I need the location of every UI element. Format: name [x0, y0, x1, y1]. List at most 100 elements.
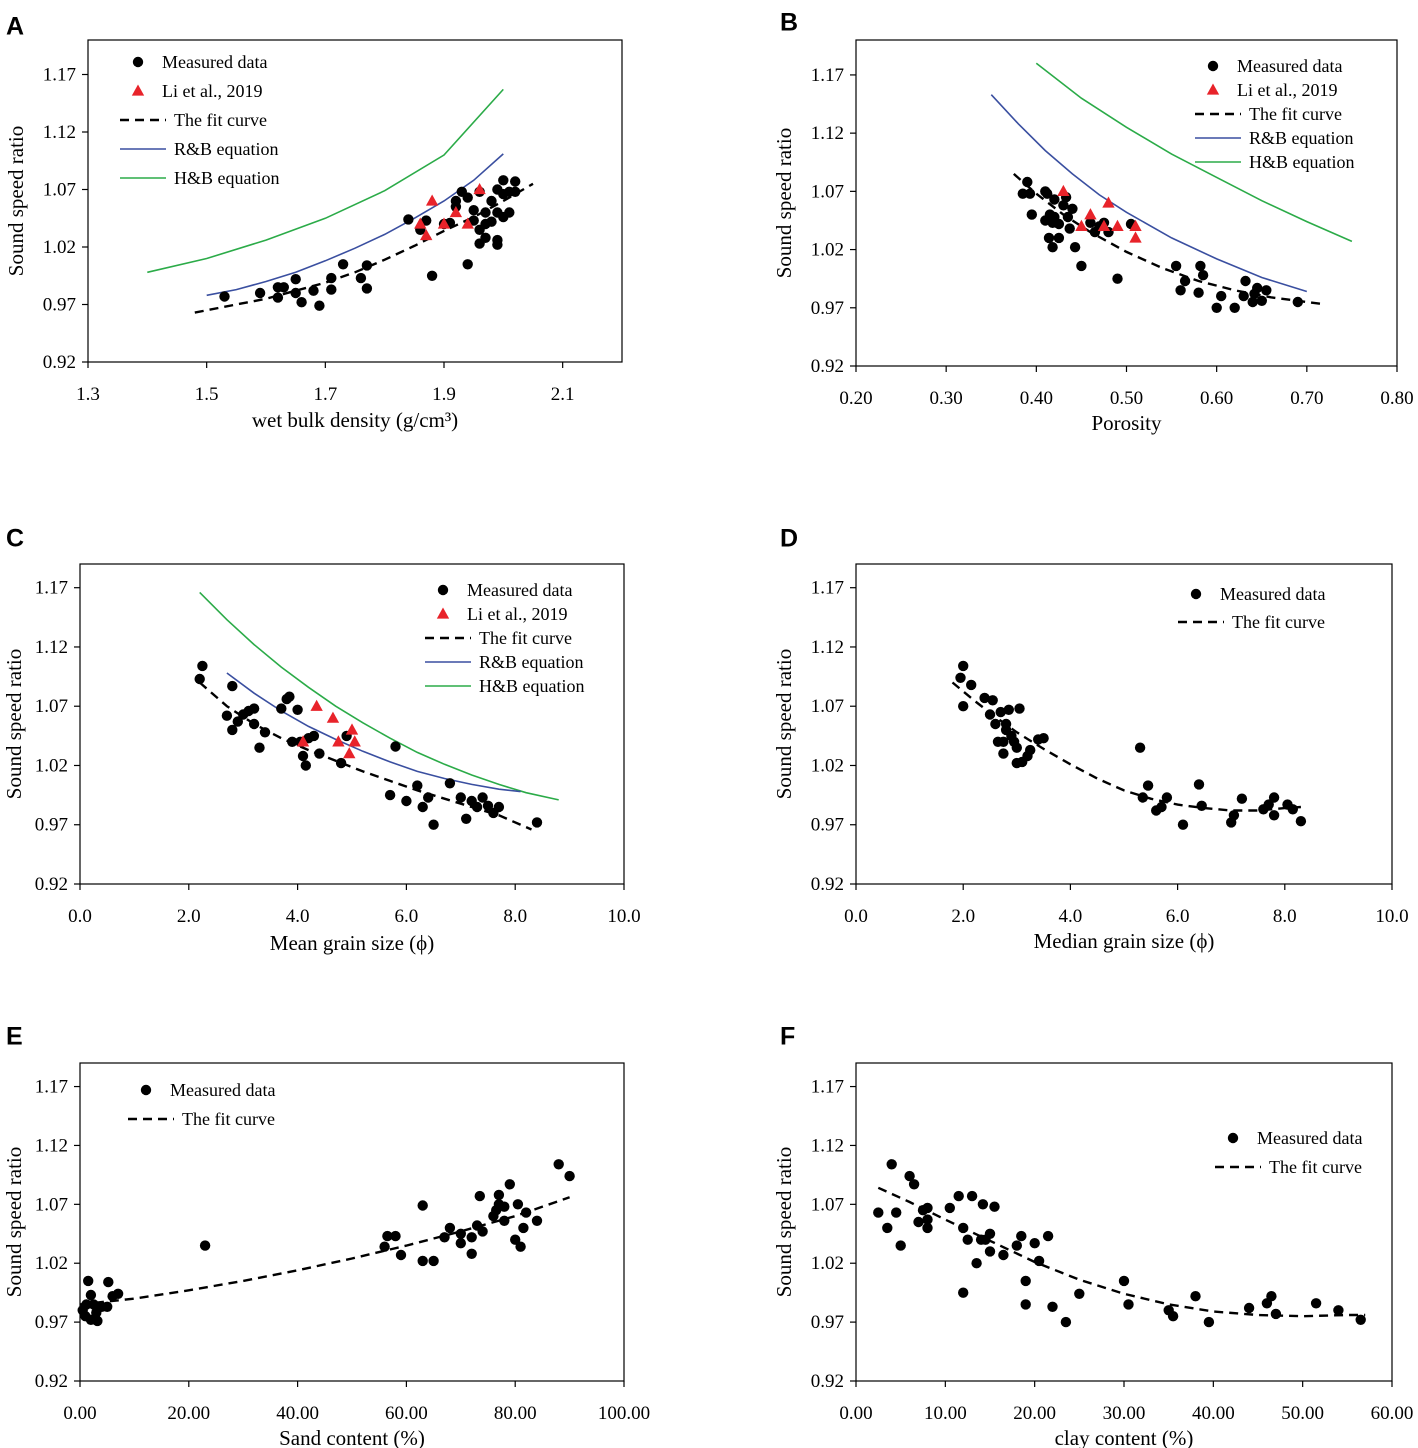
measured-data-point — [1355, 1314, 1366, 1326]
measured-data-point — [423, 792, 434, 803]
x-tick-label: 8.0 — [1273, 906, 1297, 927]
rb-equation-line — [990, 94, 1308, 293]
fit-curve-line — [79, 1196, 570, 1306]
measured-data-point — [466, 1232, 477, 1243]
measured-data-point — [1123, 1299, 1134, 1310]
measured-data-point — [515, 1241, 526, 1252]
measured-data-point — [444, 1222, 456, 1234]
measured-data-point — [382, 1230, 393, 1242]
measured-data-point — [1000, 718, 1012, 730]
measured-data-point — [468, 215, 479, 226]
plot-frame — [855, 563, 1393, 885]
panel-letter: E — [6, 1023, 23, 1051]
y-tick-label: 0.92 — [811, 356, 844, 377]
measured-data-point — [337, 259, 349, 270]
y-tick-label: 1.07 — [35, 1194, 68, 1215]
measured-data-point — [1268, 792, 1280, 803]
measured-data-point — [873, 1207, 884, 1218]
li-2019-point — [1129, 219, 1142, 231]
y-tick-label: 0.97 — [811, 815, 844, 836]
measured-data-point — [1216, 290, 1227, 302]
measured-data-point — [254, 742, 265, 753]
x-tick-label: 60.00 — [1371, 1403, 1414, 1424]
measured-data-point — [958, 660, 969, 672]
li-2019-point — [420, 229, 433, 241]
measured-data-point — [471, 801, 483, 813]
measured-data-point — [518, 1222, 529, 1234]
measured-data-point — [1024, 188, 1036, 199]
measured-data-point — [510, 176, 521, 187]
measured-data-point — [308, 285, 319, 296]
measured-data-point — [468, 205, 479, 216]
legend: Measured data The fit curve — [1215, 1128, 1362, 1177]
measured-data-point — [1112, 273, 1123, 284]
x-tick-label: 0.0 — [844, 906, 868, 927]
legend-label: Li et al., 2019 — [162, 81, 262, 101]
measured-data-point — [480, 232, 491, 243]
li-2019-point — [449, 206, 463, 218]
plot-frame — [855, 1062, 1393, 1382]
measured-data-point — [955, 672, 966, 683]
legend-label: The fit curve — [1232, 612, 1325, 632]
measured-data-point — [112, 1288, 124, 1300]
measured-data-point — [958, 701, 969, 712]
x-tick-label: 0.80 — [1380, 388, 1413, 409]
measured-data-point — [480, 207, 491, 218]
measured-data-point — [474, 1190, 485, 1202]
measured-data-point — [1014, 703, 1025, 714]
measured-data-point — [227, 680, 238, 692]
measured-data-point — [1240, 275, 1251, 287]
panel-B: B 0.92 0.97 1.02 1.07 1.12 1.17 0.20 0.30 0.40 0.5… — [772, 9, 1414, 435]
measured-data-point — [482, 800, 494, 811]
measured-data-point — [314, 300, 325, 311]
measured-data-point — [428, 819, 439, 830]
legend-label: Measured data — [467, 580, 572, 600]
li-2019-point — [473, 183, 486, 195]
measured-data-point — [455, 792, 466, 803]
measured-data-point — [1170, 260, 1182, 272]
measured-data-point — [499, 1215, 510, 1227]
x-tick-label: 0.00 — [63, 1403, 96, 1424]
measured-data-point — [335, 757, 347, 769]
panel-A: A 0.92 0.97 1.02 1.07 1.12 1.17 1.3 1.5 1.7 1.9 2.1… — [4, 13, 623, 432]
measured-data-point — [326, 284, 337, 295]
measured-data-point — [1179, 275, 1191, 287]
measured-data-point — [197, 660, 208, 672]
measured-data-point — [1167, 1311, 1179, 1322]
measured-data-point — [308, 730, 320, 742]
x-tick-label: 0.40 — [1020, 388, 1053, 409]
legend-label: The fit curve — [182, 1109, 275, 1129]
legend-label: R&B equation — [479, 652, 584, 672]
x-axis-title: clay content (%) — [1055, 1426, 1194, 1448]
x-tick-label: 0.70 — [1290, 388, 1323, 409]
measured-data-point — [1203, 1316, 1215, 1328]
panel-C: C 0.92 0.97 1.02 1.07 1.12 1.17 0.0 2.0 4.0 6.0 8.0… — [2, 525, 641, 955]
legend-label: H&B equation — [174, 168, 280, 188]
measured-data-point — [1118, 1275, 1130, 1287]
y-tick-label: 1.02 — [35, 1253, 68, 1274]
measured-data-point — [498, 175, 509, 186]
measured-data-point — [998, 748, 1009, 759]
measured-data-point — [1043, 232, 1055, 244]
measured-data-point — [1025, 744, 1036, 756]
measured-data-point — [984, 1246, 996, 1257]
legend-label: Measured data — [1237, 56, 1342, 76]
measured-data-point — [886, 1159, 897, 1170]
x-tick-label: 50.00 — [1281, 1403, 1324, 1424]
measured-data-point — [492, 239, 503, 250]
y-axis-title: Sound speed ratio — [772, 1147, 796, 1297]
y-tick-label: 1.12 — [811, 123, 844, 144]
legend-li-marker — [436, 607, 450, 619]
measured-data-point — [1175, 285, 1186, 296]
measured-data-point — [913, 1216, 924, 1228]
legend-label: H&B equation — [479, 676, 585, 696]
measured-data-point — [962, 1234, 973, 1245]
rb-equation-line — [206, 153, 504, 297]
legend: Measured data Li et al., 2019 The fit curv… — [120, 52, 280, 188]
measured-data-point — [455, 1228, 466, 1240]
y-tick-label: 1.02 — [43, 237, 76, 258]
x-axis-title: wet bulk density (g/cm³) — [252, 408, 458, 432]
measured-data-point — [421, 215, 432, 226]
x-tick-label: 1.5 — [195, 384, 219, 405]
measured-data-point — [1196, 800, 1207, 811]
